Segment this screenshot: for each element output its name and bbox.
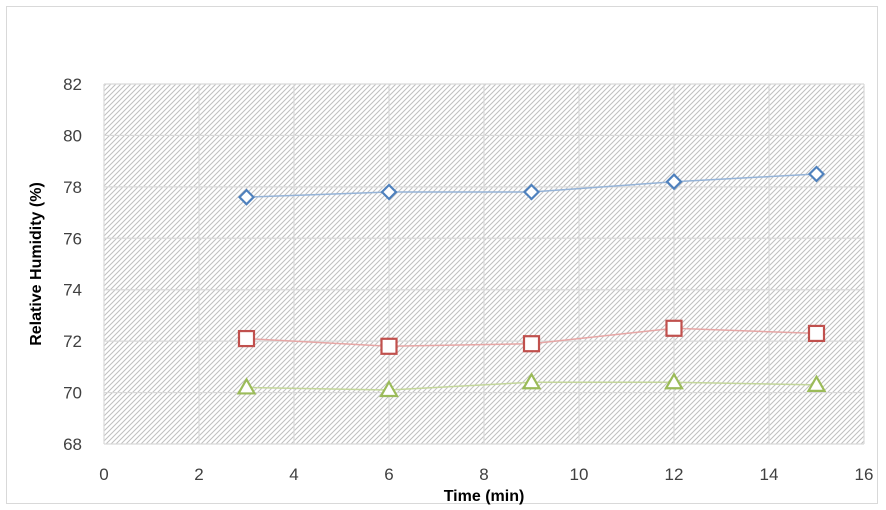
x-tick-label: 8 [479, 465, 488, 484]
x-tick-label: 4 [289, 465, 298, 484]
y-tick-label: 72 [63, 332, 82, 351]
data-series [236, 165, 827, 398]
x-tick-label: 14 [760, 465, 779, 484]
y-tick-label: 70 [63, 384, 82, 403]
x-tick-label: 0 [99, 465, 108, 484]
diamond-marker [380, 183, 398, 201]
x-tick-label: 6 [384, 465, 393, 484]
x-tick-label: 2 [194, 465, 203, 484]
square-marker [665, 319, 683, 337]
x-tick-label: 16 [855, 465, 874, 484]
y-tick-label: 74 [63, 281, 82, 300]
triangle-marker [806, 374, 827, 392]
square-marker [807, 324, 826, 343]
diamond-marker [807, 165, 826, 183]
triangle-marker [664, 372, 684, 390]
triangle-marker [521, 372, 542, 390]
y-tick-label: 76 [63, 229, 82, 248]
diamond-marker [237, 188, 256, 206]
triangle-marker [379, 379, 399, 398]
diamond-marker [665, 173, 683, 191]
square-marker [380, 337, 398, 355]
y-tick-label: 82 [63, 75, 82, 94]
x-axis-title: Time (min) [444, 488, 525, 505]
square-marker [522, 335, 541, 353]
y-tick-label: 78 [63, 178, 82, 197]
y-tick-label: 80 [63, 126, 82, 145]
gridlines [103, 83, 865, 445]
square-marker [237, 329, 256, 348]
y-tick-label: 68 [63, 435, 82, 454]
diamond-marker [522, 183, 541, 201]
triangle-marker [236, 377, 257, 395]
x-tick-label: 10 [570, 465, 589, 484]
x-tick-label: 12 [665, 465, 684, 484]
y-axis-title: Relative Humidity (%) [28, 182, 45, 346]
